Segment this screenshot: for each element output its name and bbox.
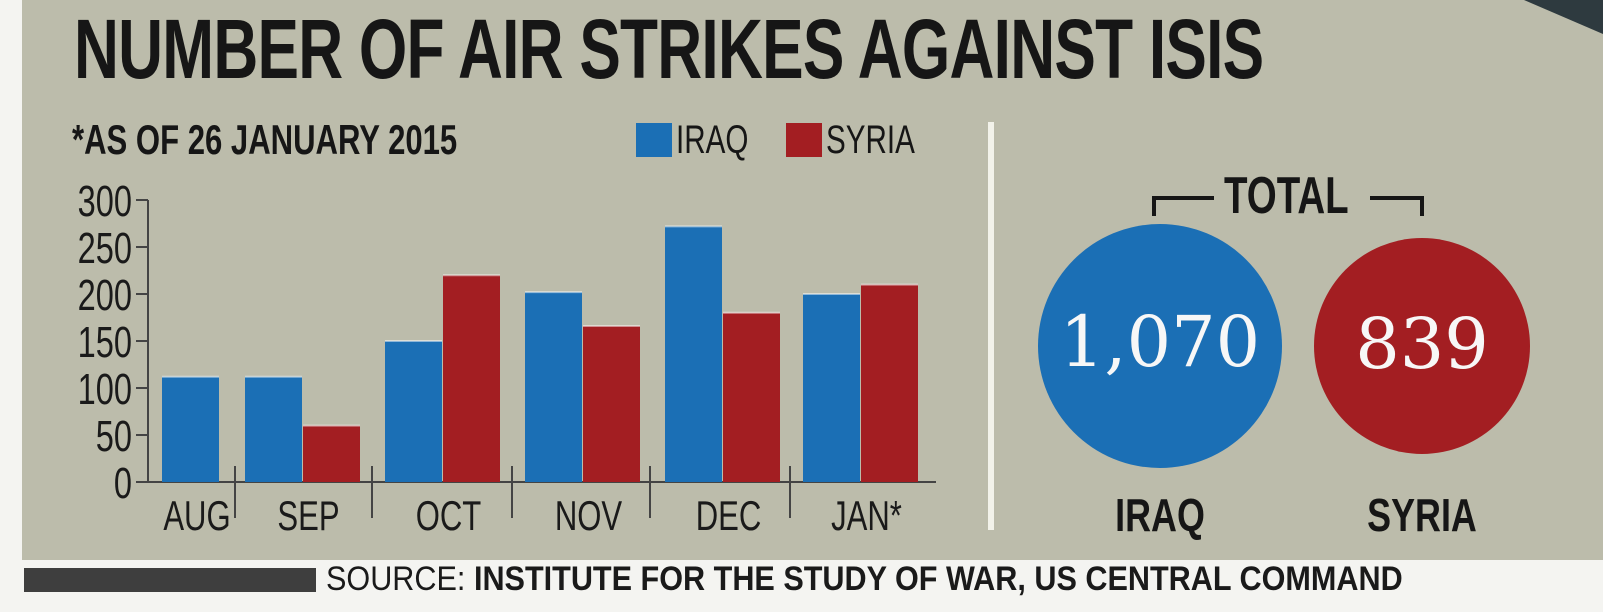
bar-syria-dec <box>723 312 780 482</box>
bar-iraq-dec <box>665 226 722 482</box>
total-value-syria: 839 <box>1355 303 1489 385</box>
bar-syria-nov <box>583 325 640 482</box>
source-prefix: SOURCE: <box>326 560 466 598</box>
source-bar <box>24 568 316 592</box>
total-value-iraq: 1,070 <box>1059 301 1261 383</box>
x-tick-label: SEP <box>277 492 339 539</box>
x-tick-label: JAN* <box>831 492 902 539</box>
total-name-syria: SYRIA <box>1367 489 1477 541</box>
bar-syria-sep <box>303 425 360 482</box>
chart-title: NUMBER OF AIR STRIKES AGAINST ISIS <box>74 2 1264 96</box>
y-tick-label: 300 <box>78 177 132 226</box>
corner-tab <box>1524 0 1603 34</box>
bar-iraq-nov <box>525 292 582 482</box>
x-tick-label: OCT <box>416 492 482 539</box>
source-line: SOURCE: INSTITUTE FOR THE STUDY OF WAR, … <box>326 560 1403 598</box>
y-tick-label: 50 <box>96 412 132 461</box>
bar-iraq-jan <box>803 294 860 482</box>
legend-label-iraq: IRAQ <box>676 118 749 162</box>
bar-syria-oct <box>443 275 500 482</box>
bar-syria-jan <box>861 284 918 482</box>
total-circle-iraq: 1,070 <box>1038 224 1282 468</box>
total-circle-syria: 839 <box>1314 238 1530 454</box>
bar-iraq-oct <box>385 341 442 482</box>
bar-iraq-sep <box>245 376 302 482</box>
y-tick-label: 250 <box>78 224 132 273</box>
x-tick-label: AUG <box>163 492 230 539</box>
y-tick-label: 100 <box>78 365 132 414</box>
bar-iraq-aug <box>162 376 219 482</box>
x-tick-label: DEC <box>696 492 762 539</box>
y-tick-label: 0 <box>114 459 132 508</box>
total-bracket <box>1152 196 1424 216</box>
source-text: INSTITUTE FOR THE STUDY OF WAR, US CENTR… <box>473 560 1403 598</box>
date-note: *AS OF 26 JANUARY 2015 <box>72 116 458 163</box>
y-tick-label: 150 <box>78 318 132 367</box>
total-name-iraq: IRAQ <box>1115 489 1205 541</box>
legend-label-syria: SYRIA <box>826 118 915 162</box>
x-tick-label: NOV <box>555 492 623 539</box>
section-divider <box>988 122 994 530</box>
legend-swatch-iraq <box>636 123 672 157</box>
total-label: TOTAL <box>1224 167 1349 225</box>
y-tick-label: 200 <box>78 271 132 320</box>
legend-swatch-syria <box>786 123 822 157</box>
